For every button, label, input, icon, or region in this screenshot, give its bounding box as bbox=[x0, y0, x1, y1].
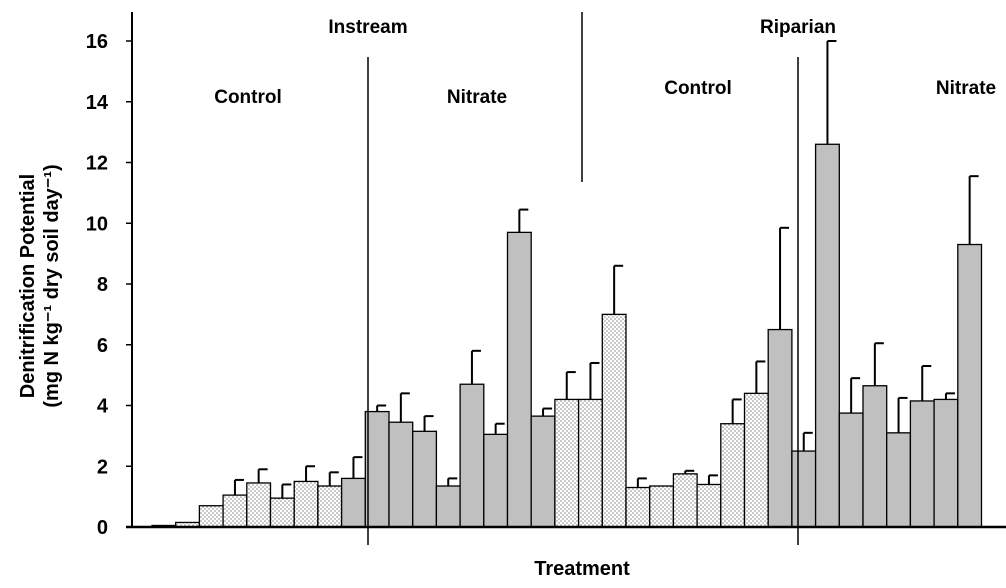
bar-riparian-nitrate bbox=[886, 432, 912, 528]
y-tick-label: 16 bbox=[86, 31, 108, 53]
bar-instream-control bbox=[293, 480, 319, 528]
bar-instream-control bbox=[246, 482, 272, 528]
group-label-instream-nitrate: Nitrate bbox=[447, 87, 507, 108]
bar-instream-nitrate bbox=[506, 231, 532, 528]
bar-instream-nitrate bbox=[459, 383, 485, 528]
y-tick-label: 14 bbox=[86, 92, 109, 114]
bar-instream-nitrate bbox=[388, 421, 414, 528]
bar-riparian-nitrate bbox=[767, 328, 793, 528]
bar-instream-nitrate bbox=[412, 430, 438, 528]
bar-riparian-nitrate bbox=[909, 400, 935, 528]
error-bars bbox=[233, 40, 979, 499]
y-tick-label: 2 bbox=[97, 456, 108, 478]
axes bbox=[126, 12, 1006, 545]
bar-riparian-control bbox=[577, 398, 603, 528]
bar-riparian-control bbox=[625, 486, 651, 528]
bar-instream-nitrate bbox=[483, 433, 509, 528]
section-label-instream: Instream bbox=[328, 17, 407, 38]
bar-riparian-control bbox=[672, 473, 698, 528]
y-tick-label: 6 bbox=[97, 335, 108, 357]
bar-instream-control bbox=[198, 505, 224, 528]
y-axis-title: Denitrification Potential bbox=[17, 174, 39, 398]
bar-instream-nitrate bbox=[435, 485, 461, 528]
y-tick-label: 0 bbox=[97, 517, 108, 539]
bar-riparian-nitrate bbox=[862, 385, 888, 528]
bar-instream-control bbox=[269, 497, 295, 528]
bar-riparian-control bbox=[554, 398, 580, 528]
bar-riparian-nitrate bbox=[957, 243, 983, 528]
bar-riparian-nitrate bbox=[838, 412, 864, 528]
bars bbox=[151, 143, 983, 528]
group-label-riparian-nitrate: Nitrate bbox=[936, 78, 996, 99]
bar-riparian-control bbox=[743, 392, 769, 528]
group-label-instream-control: Control bbox=[214, 87, 282, 108]
bar-instream-control bbox=[317, 485, 343, 528]
y-tick-label: 12 bbox=[86, 153, 108, 175]
bar-instream-nitrate bbox=[364, 410, 390, 528]
bar-riparian-control bbox=[696, 483, 722, 528]
bar-riparian-control bbox=[649, 485, 675, 528]
bar-instream-nitrate bbox=[530, 415, 556, 528]
bar-instream-nitrate bbox=[340, 477, 366, 528]
bar-riparian-nitrate bbox=[814, 143, 840, 528]
x-axis-title: Treatment bbox=[534, 558, 630, 580]
y-tick-label: 10 bbox=[86, 213, 108, 235]
y-axis-title-units: (mg N kg⁻¹ dry soil day⁻¹) bbox=[41, 164, 63, 407]
group-label-riparian-control: Control bbox=[664, 78, 732, 99]
bar-riparian-control bbox=[601, 313, 627, 528]
bar-riparian-nitrate bbox=[791, 450, 817, 528]
bar-riparian-control bbox=[720, 423, 746, 528]
y-tick-label: 8 bbox=[97, 274, 108, 296]
y-axis: 0 2 4 6 8 10 12 14 16 bbox=[86, 31, 132, 539]
y-tick-label: 4 bbox=[97, 396, 109, 418]
section-label-riparian: Riparian bbox=[760, 17, 836, 38]
bar-riparian-nitrate bbox=[933, 398, 959, 528]
bar-instream-control bbox=[222, 494, 248, 528]
